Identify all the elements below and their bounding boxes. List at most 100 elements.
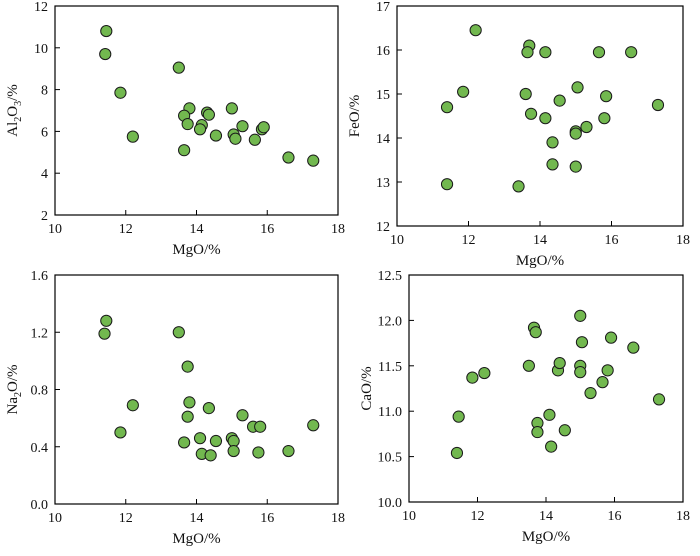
x-tick-label: 14 xyxy=(539,509,553,524)
data-point xyxy=(580,120,593,134)
data-point xyxy=(592,46,606,59)
x-axis-label: MgO/% xyxy=(172,242,220,258)
y-tick-label: 8 xyxy=(41,84,48,99)
y-axis-label: FeO/% xyxy=(347,95,363,138)
data-point xyxy=(227,444,240,458)
y-tick-label: 12.5 xyxy=(378,269,403,284)
y-tick-label: 17 xyxy=(376,0,390,15)
x-tick-label: 12 xyxy=(462,233,476,248)
data-point xyxy=(652,393,666,406)
data-point xyxy=(252,446,265,459)
data-point xyxy=(193,123,207,136)
y-tick-label: 12 xyxy=(34,0,48,15)
data-point xyxy=(183,396,196,409)
data-point xyxy=(257,121,270,134)
data-point xyxy=(440,101,454,114)
x-tick-label: 12 xyxy=(119,222,133,237)
data-point xyxy=(172,61,185,74)
data-point xyxy=(627,341,640,354)
data-point xyxy=(553,94,566,107)
y-tick-label: 11.0 xyxy=(378,405,402,420)
data-point xyxy=(440,178,454,191)
data-point xyxy=(204,449,217,462)
data-point xyxy=(450,446,464,460)
x-tick-label: 14 xyxy=(533,233,547,248)
data-point xyxy=(512,180,525,193)
data-point xyxy=(236,120,249,133)
data-point xyxy=(457,85,470,98)
y-tick-label: 12.0 xyxy=(378,314,403,329)
data-point xyxy=(193,432,207,445)
data-point xyxy=(546,158,559,171)
data-point xyxy=(307,154,320,167)
data-point xyxy=(172,326,185,339)
chart-panel-al2o3: 10 12 14 16 18 2 4 6 8 10 12 MgO/% Al2O3/% xyxy=(5,0,345,258)
data-point xyxy=(466,371,479,384)
y-axis-label: Na2O/% xyxy=(5,365,24,415)
data-point xyxy=(543,408,556,421)
data-point xyxy=(575,336,589,349)
y-tick-label: 13 xyxy=(376,176,390,191)
data-point xyxy=(209,434,223,448)
data-point xyxy=(98,327,111,340)
data-point xyxy=(229,132,242,145)
data-point xyxy=(282,151,295,164)
data-point xyxy=(596,376,609,389)
data-point xyxy=(114,86,127,99)
data-point xyxy=(569,160,582,173)
data-point xyxy=(236,409,249,422)
data-point xyxy=(604,331,618,344)
x-tick-label: 18 xyxy=(331,222,345,237)
data-point xyxy=(307,419,320,432)
data-point xyxy=(553,356,566,370)
y-axis-label: Al2O3/% xyxy=(5,84,24,137)
y-tick-label: 11.5 xyxy=(378,360,402,375)
data-point xyxy=(126,130,139,143)
y-tick-label: 4 xyxy=(41,167,48,182)
y-tick-label: 14 xyxy=(376,132,390,147)
data-point xyxy=(584,386,597,400)
data-point xyxy=(100,314,113,327)
x-tick-label: 18 xyxy=(676,509,690,524)
plot-frame xyxy=(54,5,339,216)
data-point xyxy=(181,410,194,423)
data-point xyxy=(574,309,587,322)
data-point xyxy=(99,47,112,61)
data-point xyxy=(181,360,194,373)
y-tick-label: 16 xyxy=(376,44,390,59)
x-tick-label: 18 xyxy=(676,233,690,248)
data-point xyxy=(558,424,571,437)
y-tick-label: 12 xyxy=(376,220,390,235)
y-tick-label: 15 xyxy=(376,88,390,103)
data-point xyxy=(178,436,191,449)
x-tick-label: 16 xyxy=(260,511,274,526)
chart-panel-na2o: 10 12 14 16 18 0.0 0.4 0.8 1.2 1.6 MgO/% Na2O/% xyxy=(5,269,345,547)
x-tick-label: 16 xyxy=(605,233,619,248)
data-point xyxy=(539,46,552,59)
x-tick-label: 14 xyxy=(190,222,204,237)
y-tick-label: 1.6 xyxy=(31,269,49,284)
data-point xyxy=(248,133,261,146)
y-tick-label: 1.2 xyxy=(31,326,49,341)
plot-frame xyxy=(54,274,339,505)
x-tick-label: 16 xyxy=(608,509,622,524)
y-axis-label: CaO/% xyxy=(359,366,375,410)
data-point xyxy=(522,359,535,372)
x-tick-label: 10 xyxy=(48,511,62,526)
data-point xyxy=(519,87,532,101)
y-tick-label: 10.0 xyxy=(378,496,403,511)
x-axis-label: MgO/% xyxy=(516,253,564,269)
plot-frame xyxy=(408,274,684,503)
data-point xyxy=(651,98,665,112)
data-point xyxy=(524,107,538,120)
data-point xyxy=(178,144,191,157)
data-point xyxy=(574,366,587,379)
data-point xyxy=(114,426,127,439)
data-point xyxy=(254,420,267,433)
y-tick-label: 2 xyxy=(41,209,48,224)
data-point xyxy=(202,402,215,415)
data-point xyxy=(625,46,638,59)
data-point xyxy=(529,326,542,339)
